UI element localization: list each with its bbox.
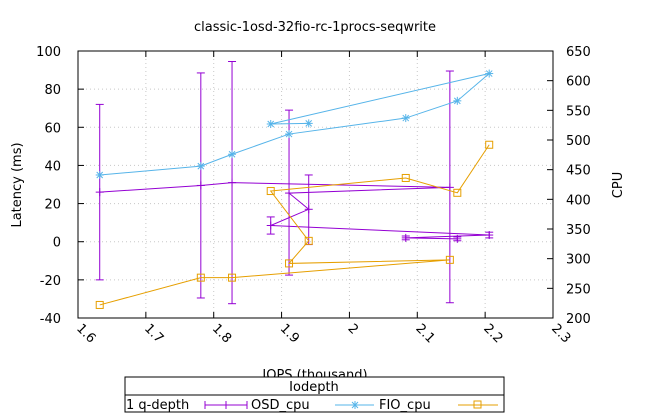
data-point (445, 70, 454, 304)
series-line (99, 182, 490, 240)
x-tick-label: 1.7 (141, 321, 166, 346)
star-stroke (453, 97, 461, 105)
y-tick-label: 100 (36, 45, 61, 60)
y-tick-label: 40 (44, 159, 61, 174)
data-point (196, 273, 205, 282)
data-point (453, 96, 462, 105)
legend-entry-osd: OSD_cpu (204, 398, 310, 413)
legend-label-osd: OSD_cpu (251, 398, 310, 413)
y2-tick-label: 200 (566, 312, 591, 327)
legend-entry-third (458, 400, 498, 409)
data-point (485, 231, 494, 240)
data-point (453, 234, 462, 243)
data-point (196, 162, 205, 171)
legend: Iodepth 1 q-depth OSD_cpu FIO_cpu (124, 376, 505, 413)
chart-title: classic-1osd-32fio-rc-1procs-seqwrite (194, 20, 436, 35)
legend-label-fio: FIO_cpu (379, 398, 431, 413)
legend-square-marker (473, 400, 482, 409)
data-point (401, 233, 410, 242)
data-point (485, 69, 494, 78)
y2-tick-label: 600 (566, 75, 591, 90)
data-point (401, 114, 410, 123)
x-tick-label: 2 (345, 321, 361, 337)
data-point (401, 173, 410, 182)
star-stroke (267, 120, 275, 128)
y-tick-label: 80 (44, 83, 61, 98)
legend-star-marker (351, 401, 359, 409)
y2-tick-label: 250 (566, 282, 591, 297)
plot-frame (77, 50, 554, 319)
y-tick-label: 0 (53, 236, 61, 251)
x-tick-label: 2.1 (412, 321, 437, 346)
data-point (485, 140, 494, 149)
series-layer (95, 60, 494, 309)
series-third (95, 140, 494, 309)
x-tick-label: 2.2 (480, 321, 505, 346)
data-point (266, 187, 275, 196)
legend-title: Iodepth (289, 380, 339, 395)
axis-ticks: 1.6 1.7 1.8 1.9 2 2.1 2.2 2.3-40-20020406080100… (36, 45, 591, 346)
star-stroke (197, 162, 205, 170)
star-stroke (485, 70, 493, 77)
series-osd_cpu (95, 60, 494, 305)
y2-tick-label: 300 (566, 253, 591, 268)
x-tick-label: 1.8 (209, 321, 234, 346)
y2-tick-label: 450 (566, 164, 591, 179)
y2-tick-label: 350 (566, 223, 591, 238)
y2-tick-label: 400 (566, 193, 591, 208)
y2-tick-label: 500 (566, 134, 591, 149)
series-line (99, 144, 490, 306)
star-stroke (402, 114, 410, 122)
y-tick-label: -40 (40, 312, 61, 327)
data-point (445, 255, 454, 264)
data-point (95, 171, 104, 180)
data-point (95, 300, 104, 309)
y2-tick-label: 550 (566, 104, 591, 119)
y-tick-label: 60 (44, 121, 61, 136)
star-stroke (96, 171, 104, 179)
data-point (285, 130, 294, 139)
data-point (228, 273, 237, 282)
series-fio_cpu (95, 69, 494, 180)
data-point (304, 119, 313, 128)
x-tick-label: 1.6 (73, 321, 98, 346)
x-tick-label: 1.9 (277, 321, 302, 346)
data-point (266, 216, 275, 235)
legend-row-label: 1 q-depth (126, 398, 189, 413)
y-tick-label: -20 (40, 274, 61, 289)
grid (78, 51, 553, 318)
legend-entry-fio: FIO_cpu (335, 398, 431, 413)
data-point (95, 103, 104, 281)
data-point (228, 60, 237, 305)
star-stroke (305, 120, 313, 127)
y2-axis-label: CPU (611, 172, 626, 198)
y-axis-label: Latency (ms) (10, 142, 25, 227)
data-point (266, 119, 275, 128)
star-stroke (228, 150, 236, 158)
data-point (228, 150, 237, 159)
star-stroke (285, 130, 293, 138)
y-tick-label: 20 (44, 198, 61, 213)
data-point (285, 259, 294, 268)
data-point (304, 174, 313, 246)
data-point (453, 188, 462, 197)
y2-tick-label: 650 (566, 45, 591, 60)
data-point (304, 236, 313, 245)
data-point (196, 72, 205, 299)
